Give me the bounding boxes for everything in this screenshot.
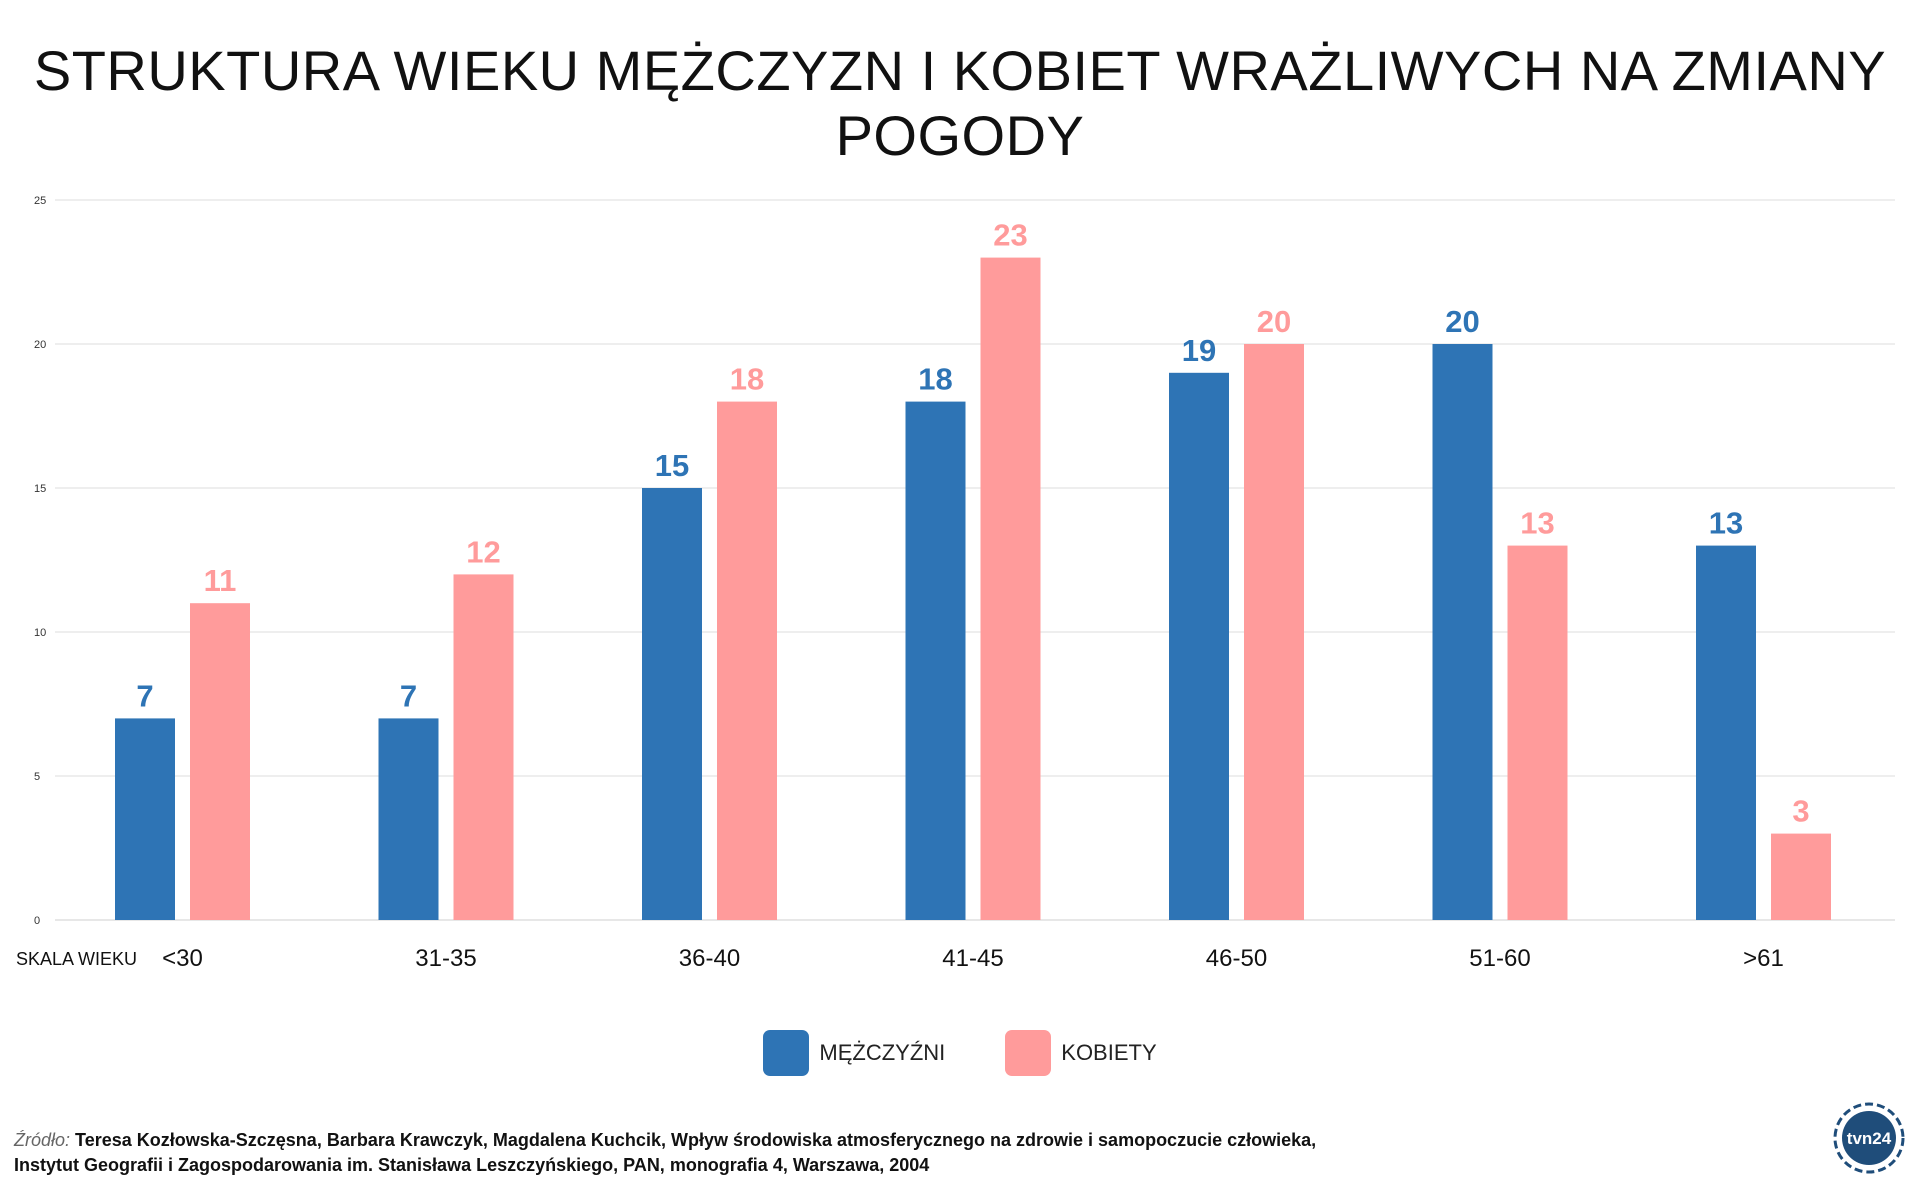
bar bbox=[1244, 344, 1304, 920]
data-label: 15 bbox=[655, 448, 689, 483]
source-note: Źródło: Teresa Kozłowska-Szczęsna, Barba… bbox=[14, 1128, 1316, 1178]
bar bbox=[453, 574, 514, 920]
bar bbox=[642, 488, 702, 920]
y-tick-label: 20 bbox=[34, 339, 46, 351]
data-label: 12 bbox=[466, 534, 500, 569]
y-tick-label: 10 bbox=[34, 627, 46, 639]
x-tick-label: 36-40 bbox=[679, 945, 740, 972]
data-label: 13 bbox=[1520, 506, 1554, 541]
x-tick-label: 51-60 bbox=[1469, 945, 1530, 972]
bar bbox=[1169, 372, 1229, 920]
legend-label-women: KOBIETY bbox=[1061, 1040, 1157, 1065]
chart-title: STRUKTURA WIEKU MĘŻCZYZN I KOBIET WRAŻLI… bbox=[33, 39, 1887, 167]
y-tick-label: 15 bbox=[34, 483, 46, 495]
legend-swatch-women bbox=[1005, 1030, 1052, 1076]
legend: MĘŻCZYŹNI KOBIETY bbox=[0, 1030, 1920, 1076]
y-tick-label: 0 bbox=[34, 915, 40, 927]
data-label: 11 bbox=[204, 563, 237, 598]
data-label: 13 bbox=[1709, 506, 1743, 541]
data-label: 18 bbox=[730, 362, 764, 397]
data-label: 23 bbox=[993, 218, 1027, 253]
bar bbox=[378, 718, 439, 920]
bar bbox=[190, 603, 250, 920]
bar bbox=[1507, 545, 1568, 920]
y-tick-label: 5 bbox=[34, 771, 40, 783]
bar bbox=[1771, 833, 1831, 920]
x-tick-label: <30 bbox=[162, 945, 203, 972]
x-tick-label: 41-45 bbox=[942, 945, 1003, 972]
data-label: 19 bbox=[1182, 333, 1216, 368]
y-tick-label: 25 bbox=[34, 195, 46, 207]
x-tick-label: >61 bbox=[1743, 945, 1784, 972]
data-label: 20 bbox=[1445, 304, 1479, 339]
tvn24-logo-icon: tvn24 bbox=[1833, 1102, 1905, 1174]
legend-swatch-men bbox=[763, 1030, 810, 1076]
legend-item-men: MĘŻCZYŹNI bbox=[763, 1030, 945, 1076]
bar bbox=[1432, 344, 1493, 920]
source-text-2: Instytut Geografii i Zagospodarowania im… bbox=[14, 1155, 930, 1175]
bar bbox=[980, 257, 1041, 921]
x-axis-label: SKALA WIEKU bbox=[16, 949, 137, 969]
bar bbox=[115, 718, 175, 920]
logo-text: tvn24 bbox=[1847, 1129, 1892, 1148]
data-label: 18 bbox=[918, 362, 952, 397]
bar bbox=[905, 401, 966, 921]
source-text-1: Teresa Kozłowska-Szczęsna, Barbara Krawc… bbox=[75, 1130, 1317, 1150]
bar-chart: 0 5 10 15 20 25 SKALA WIEKU 7 11 <30 7 12 31-35 15 18 3… bbox=[16, 195, 1895, 972]
legend-label-men: MĘŻCZYŹNI bbox=[819, 1040, 946, 1065]
x-tick-label: 46-50 bbox=[1206, 945, 1267, 972]
x-tick-label: 31-35 bbox=[415, 945, 476, 972]
data-label: 3 bbox=[1792, 794, 1809, 829]
source-line-1: Źródło: Teresa Kozłowska-Szczęsna, Barba… bbox=[14, 1128, 1316, 1153]
bar bbox=[1696, 545, 1756, 920]
source-label: Źródło: bbox=[14, 1130, 71, 1150]
data-label: 7 bbox=[136, 678, 153, 713]
data-label: 20 bbox=[1257, 304, 1291, 339]
bar bbox=[717, 401, 777, 921]
legend-item-women: KOBIETY bbox=[1005, 1030, 1157, 1076]
data-label: 7 bbox=[400, 678, 417, 713]
